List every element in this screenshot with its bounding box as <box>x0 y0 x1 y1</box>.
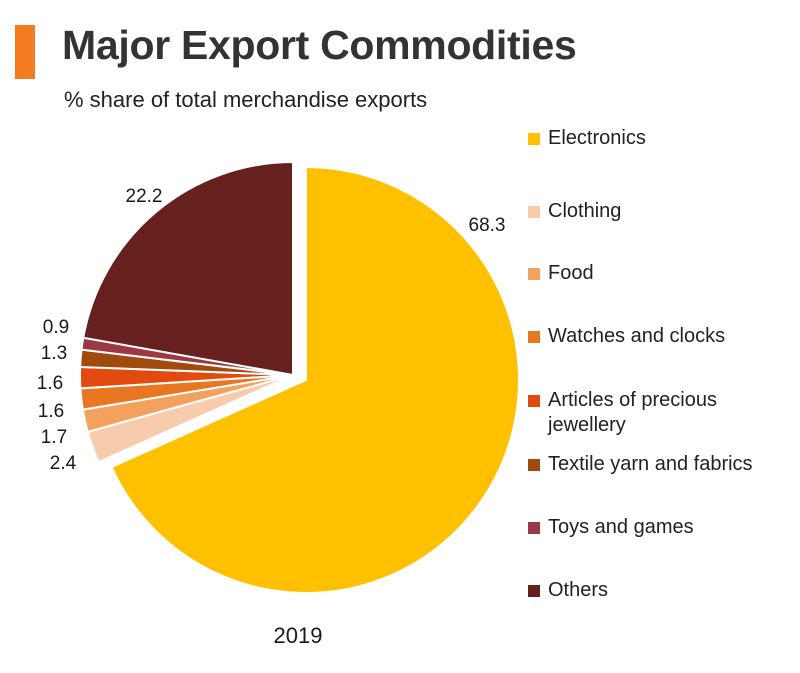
legend-label: Textile yarn and fabrics <box>548 453 753 475</box>
legend-swatch <box>528 585 540 597</box>
data-label-watches-and-clocks: 1.6 <box>38 401 64 422</box>
data-label-electronics: 68.3 <box>469 215 506 236</box>
legend-label: Electronics <box>548 127 646 149</box>
data-label-clothing: 2.4 <box>50 453 77 474</box>
data-label-articles-of-precious-jewellery: 1.6 <box>37 373 63 394</box>
title-accent-bar <box>15 25 35 79</box>
legend-item-food: Food <box>528 261 788 286</box>
legend-label: Others <box>548 579 609 601</box>
data-label-others: 22.2 <box>126 186 163 207</box>
legend-item-clothing: Clothing <box>528 199 788 224</box>
category-label: 2019 <box>274 623 323 648</box>
legend-swatch <box>528 331 540 343</box>
legend-swatch <box>528 459 540 471</box>
chart-subtitle: % share of total merchandise exports <box>64 87 428 112</box>
legend-item-articles-of-precious-jewellery: Articles of precious jewellery <box>528 388 788 438</box>
legend-label: Articles of precious jewellery <box>548 389 717 436</box>
legend-label: Food <box>548 262 594 284</box>
legend-label: Watches and clocks <box>548 325 726 347</box>
pie-slice-electronics <box>110 165 520 594</box>
data-label-textile-yarn-and-fabrics: 1.3 <box>41 343 67 364</box>
pie-slices <box>79 160 520 594</box>
pie-data-labels: 68.3 2.4 1.7 1.6 1.6 1.3 0.9 22.2 <box>37 186 506 474</box>
legend-item-electronics: Electronics <box>528 126 788 151</box>
legend-swatch <box>528 206 540 218</box>
legend-swatch <box>528 268 540 280</box>
legend-item-watches-and-clocks: Watches and clocks <box>528 324 788 349</box>
pie-slice-others <box>82 160 294 377</box>
legend-swatch <box>528 133 540 145</box>
legend-item-textile-yarn-and-fabrics: Textile yarn and fabrics <box>528 452 788 477</box>
legend-label: Clothing <box>548 200 622 222</box>
legend-item-others: Others <box>528 578 788 603</box>
data-label-food: 1.7 <box>41 427 67 448</box>
legend-label: Toys and games <box>548 516 694 538</box>
legend-swatch <box>528 395 540 407</box>
data-label-toys-and-games: 0.9 <box>43 317 69 338</box>
chart-title: Major Export Commodities <box>62 22 577 68</box>
legend-item-toys-and-games: Toys and games <box>528 515 788 540</box>
legend-swatch <box>528 522 540 534</box>
